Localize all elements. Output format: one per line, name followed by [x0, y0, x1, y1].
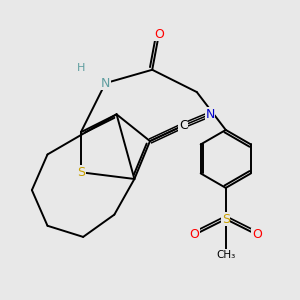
Text: CH₃: CH₃: [216, 250, 236, 260]
Text: C: C: [179, 119, 188, 132]
Text: S: S: [77, 166, 85, 179]
Text: N: N: [101, 76, 110, 90]
Text: H: H: [77, 62, 85, 73]
Text: N: N: [206, 108, 215, 121]
Text: O: O: [252, 228, 262, 241]
Text: O: O: [190, 228, 200, 241]
Text: O: O: [154, 28, 164, 40]
Text: S: S: [222, 213, 230, 226]
